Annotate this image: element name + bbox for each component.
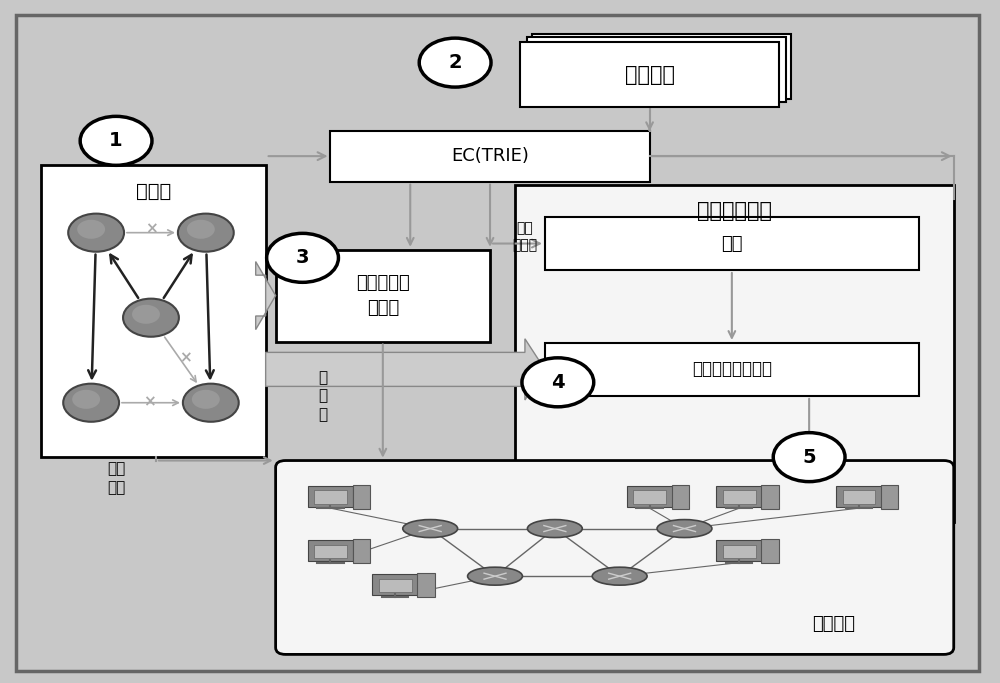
Circle shape — [192, 390, 220, 409]
Ellipse shape — [468, 567, 522, 585]
Text: 违规
压缩图: 违规 压缩图 — [512, 221, 537, 253]
FancyBboxPatch shape — [515, 185, 954, 522]
FancyBboxPatch shape — [41, 165, 266, 457]
Circle shape — [178, 214, 234, 252]
Text: ×: × — [145, 222, 157, 237]
FancyBboxPatch shape — [353, 485, 370, 509]
Text: 策略更新: 策略更新 — [625, 64, 675, 85]
Ellipse shape — [527, 520, 582, 538]
FancyBboxPatch shape — [627, 486, 673, 507]
Text: 1: 1 — [109, 131, 123, 150]
FancyBboxPatch shape — [716, 486, 762, 507]
FancyBboxPatch shape — [761, 540, 779, 563]
Text: 近似最优策略布局: 近似最优策略布局 — [692, 361, 772, 378]
Text: EC(TRIE): EC(TRIE) — [451, 147, 529, 165]
FancyBboxPatch shape — [308, 486, 353, 507]
Text: 网络
事件: 网络 事件 — [107, 461, 125, 494]
Circle shape — [522, 358, 594, 407]
FancyBboxPatch shape — [532, 34, 791, 98]
Polygon shape — [256, 262, 276, 330]
Circle shape — [773, 432, 845, 482]
FancyBboxPatch shape — [836, 486, 882, 507]
FancyBboxPatch shape — [276, 250, 490, 342]
Circle shape — [72, 390, 100, 409]
Text: 不
违
规: 不 违 规 — [318, 370, 328, 422]
FancyBboxPatch shape — [314, 544, 347, 558]
Text: 违规解决模块: 违规解决模块 — [697, 201, 772, 221]
Ellipse shape — [657, 520, 712, 538]
FancyBboxPatch shape — [761, 485, 779, 509]
Circle shape — [68, 214, 124, 252]
FancyBboxPatch shape — [723, 544, 756, 558]
FancyBboxPatch shape — [527, 38, 786, 102]
FancyBboxPatch shape — [881, 485, 898, 509]
FancyBboxPatch shape — [308, 540, 353, 561]
FancyBboxPatch shape — [545, 343, 919, 396]
Text: 验证策略违
规模块: 验证策略违 规模块 — [356, 274, 410, 317]
Circle shape — [63, 384, 119, 422]
Text: ×: × — [143, 394, 155, 409]
FancyBboxPatch shape — [633, 490, 666, 503]
Text: 转发设备: 转发设备 — [813, 615, 856, 632]
Text: 4: 4 — [551, 373, 565, 392]
FancyBboxPatch shape — [672, 485, 689, 509]
FancyBboxPatch shape — [372, 574, 418, 595]
FancyBboxPatch shape — [716, 540, 762, 561]
FancyBboxPatch shape — [417, 574, 435, 597]
FancyBboxPatch shape — [330, 130, 650, 182]
FancyBboxPatch shape — [723, 490, 756, 503]
Text: 策略图: 策略图 — [136, 182, 171, 201]
Text: 2: 2 — [448, 53, 462, 72]
Circle shape — [419, 38, 491, 87]
FancyBboxPatch shape — [520, 42, 779, 107]
Circle shape — [183, 384, 239, 422]
Text: 3: 3 — [296, 249, 309, 267]
Circle shape — [77, 220, 105, 239]
FancyBboxPatch shape — [545, 217, 919, 270]
FancyBboxPatch shape — [843, 490, 875, 503]
FancyBboxPatch shape — [16, 15, 979, 671]
Circle shape — [80, 116, 152, 165]
Polygon shape — [266, 339, 545, 400]
FancyBboxPatch shape — [353, 540, 370, 563]
Ellipse shape — [403, 520, 458, 538]
Circle shape — [132, 305, 160, 324]
Text: 5: 5 — [802, 447, 816, 466]
FancyBboxPatch shape — [379, 579, 412, 592]
Circle shape — [267, 234, 338, 282]
FancyBboxPatch shape — [276, 460, 954, 654]
FancyBboxPatch shape — [314, 490, 347, 503]
Circle shape — [123, 298, 179, 337]
Text: ×: × — [179, 350, 192, 365]
Circle shape — [187, 220, 215, 239]
Text: 优化: 优化 — [721, 234, 743, 253]
Ellipse shape — [592, 567, 647, 585]
